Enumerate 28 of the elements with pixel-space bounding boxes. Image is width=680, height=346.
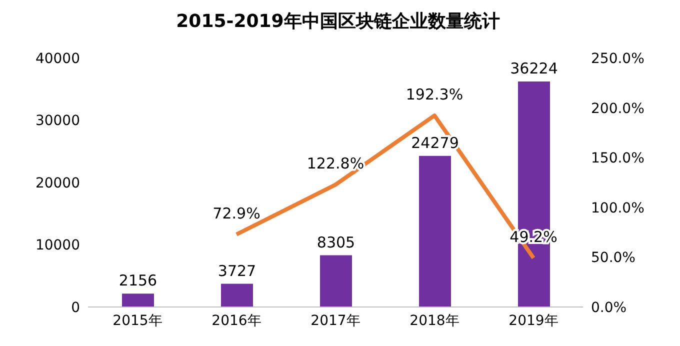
bar: [221, 284, 253, 307]
data-label: 8305: [316, 233, 356, 252]
data-label: 3727: [218, 262, 256, 280]
y-tick-label: 30000: [35, 113, 80, 130]
bar: [320, 255, 352, 307]
data-label: 72.9%: [212, 204, 260, 222]
data-label: 122.8%: [306, 154, 364, 173]
y2-tick-label: 100.0%: [591, 200, 644, 216]
bar: [122, 294, 154, 307]
y2-tick-label: 250.0%: [591, 50, 644, 67]
y-tick-label: 0: [71, 300, 80, 316]
y-tick-label: 40000: [35, 50, 80, 67]
chart-title: 2015-2019年中国区块链企业数量统计: [175, 10, 501, 34]
x-tick-label: 2015年: [112, 312, 162, 329]
x-tick-label: 2018年: [410, 312, 460, 329]
data-label: 36224: [510, 60, 558, 78]
y2-tick-label: 0.0%: [591, 300, 627, 316]
data-label: 192.3%: [406, 85, 464, 104]
bar: [419, 156, 451, 307]
y2-tick-label: 200.0%: [591, 100, 644, 117]
y2-tick-label: 50.0%: [591, 250, 636, 266]
y2-tick-label: 150.0%: [591, 150, 644, 167]
y-tick-label: 10000: [35, 238, 80, 254]
data-label: 2156: [118, 272, 158, 290]
x-tick-label: 2017年: [310, 312, 360, 329]
x-tick-label: 2019年: [508, 312, 558, 329]
x-tick-label: 2016年: [212, 312, 262, 329]
y-tick-label: 20000: [35, 175, 80, 192]
